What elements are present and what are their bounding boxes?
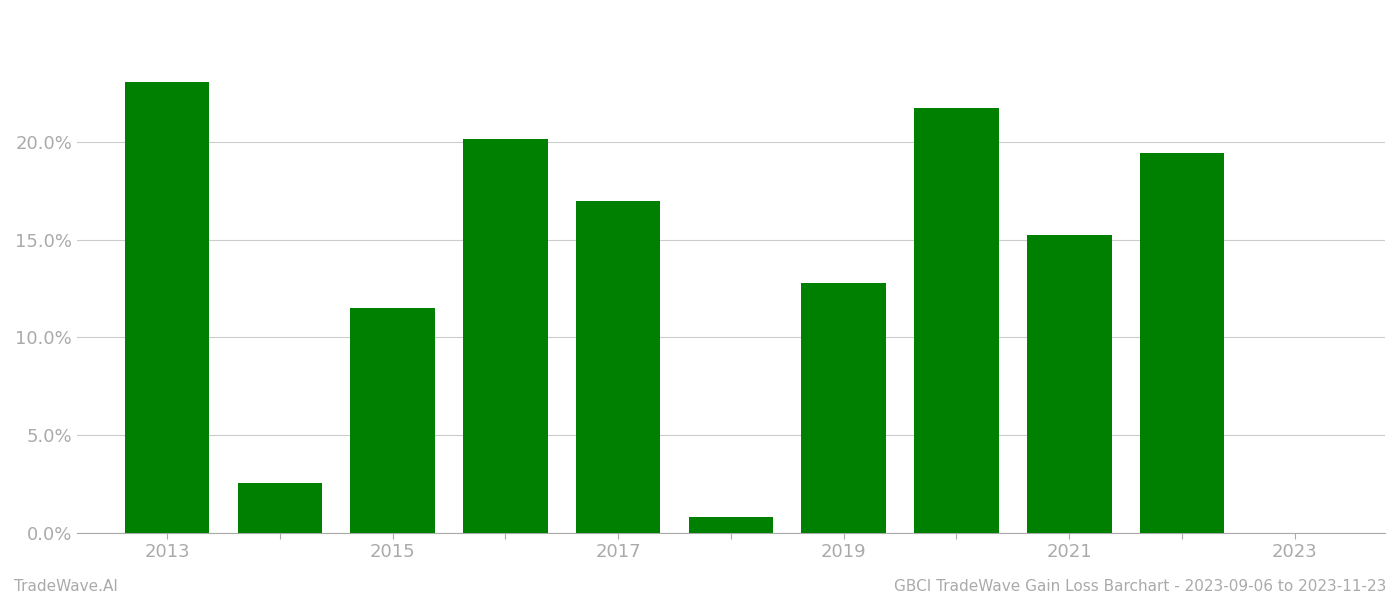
- Bar: [689, 517, 773, 533]
- Bar: [125, 82, 210, 533]
- Text: GBCI TradeWave Gain Loss Barchart - 2023-09-06 to 2023-11-23: GBCI TradeWave Gain Loss Barchart - 2023…: [893, 579, 1386, 594]
- Text: TradeWave.AI: TradeWave.AI: [14, 579, 118, 594]
- Bar: [238, 483, 322, 533]
- Bar: [575, 200, 661, 533]
- Bar: [350, 308, 435, 533]
- Bar: [801, 283, 886, 533]
- Bar: [1140, 153, 1225, 533]
- Bar: [1028, 235, 1112, 533]
- Bar: [463, 139, 547, 533]
- Bar: [914, 108, 998, 533]
